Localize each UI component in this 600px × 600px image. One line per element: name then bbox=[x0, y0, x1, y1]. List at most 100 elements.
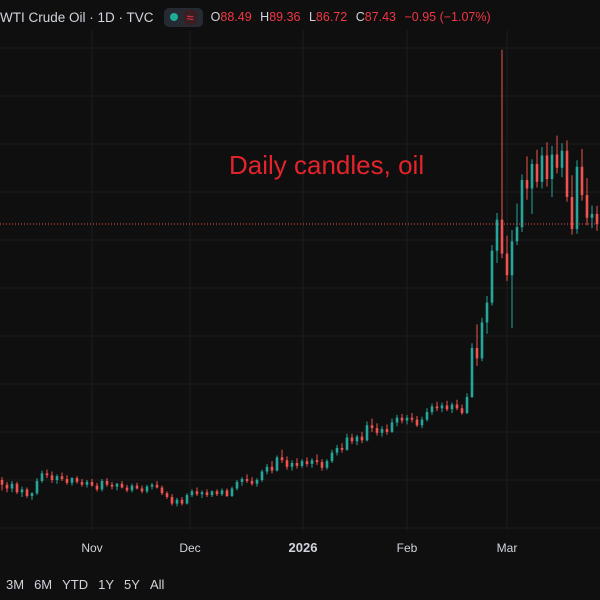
range-button-1y[interactable]: 1Y bbox=[98, 576, 115, 592]
candle[interactable] bbox=[180, 496, 184, 506]
candle[interactable] bbox=[95, 482, 99, 492]
candle[interactable] bbox=[340, 443, 344, 453]
candle[interactable] bbox=[70, 477, 74, 486]
symbol-title[interactable]: WTI Crude Oil · 1D · TVC bbox=[0, 9, 154, 25]
candle[interactable] bbox=[525, 156, 529, 200]
candle[interactable] bbox=[120, 480, 124, 489]
candle[interactable] bbox=[315, 454, 319, 465]
candle[interactable] bbox=[540, 146, 544, 189]
candle[interactable] bbox=[165, 491, 169, 499]
candle[interactable] bbox=[90, 479, 94, 487]
candle[interactable] bbox=[385, 424, 389, 435]
candle[interactable] bbox=[160, 485, 164, 496]
candle[interactable] bbox=[535, 149, 539, 188]
candle[interactable] bbox=[230, 486, 234, 497]
candle[interactable] bbox=[335, 445, 339, 456]
candle[interactable] bbox=[295, 458, 299, 469]
candle[interactable] bbox=[145, 484, 149, 494]
candle[interactable] bbox=[240, 477, 244, 486]
candle[interactable] bbox=[140, 485, 144, 494]
candle[interactable] bbox=[445, 400, 449, 412]
range-button-6m[interactable]: 6M bbox=[34, 576, 53, 592]
candle[interactable] bbox=[570, 175, 574, 235]
candle[interactable] bbox=[175, 497, 179, 507]
candle[interactable] bbox=[85, 480, 89, 488]
candle[interactable] bbox=[190, 489, 194, 497]
candle[interactable] bbox=[265, 463, 269, 475]
chart-annotation-text[interactable]: Daily candles, oil bbox=[229, 150, 425, 180]
candle[interactable] bbox=[475, 324, 479, 366]
candle[interactable] bbox=[250, 477, 254, 486]
candle[interactable] bbox=[105, 478, 109, 487]
candle[interactable] bbox=[550, 146, 554, 197]
candle[interactable] bbox=[185, 493, 189, 505]
candle[interactable] bbox=[350, 433, 354, 445]
candle[interactable] bbox=[215, 489, 219, 497]
candle[interactable] bbox=[425, 408, 429, 422]
range-button-all[interactable]: All bbox=[149, 576, 165, 592]
candle[interactable] bbox=[130, 483, 134, 493]
candle[interactable] bbox=[355, 434, 359, 446]
candle[interactable] bbox=[125, 484, 129, 493]
candle[interactable] bbox=[280, 449, 284, 464]
candle[interactable] bbox=[150, 482, 154, 490]
candle[interactable] bbox=[10, 480, 14, 493]
candle[interactable] bbox=[110, 481, 114, 490]
candle[interactable] bbox=[375, 423, 379, 436]
candle[interactable] bbox=[55, 474, 59, 484]
candle[interactable] bbox=[480, 317, 484, 362]
candle[interactable] bbox=[285, 456, 289, 470]
candle[interactable] bbox=[255, 478, 259, 487]
candle[interactable] bbox=[65, 475, 69, 485]
candle[interactable] bbox=[205, 489, 209, 497]
candle[interactable] bbox=[320, 459, 324, 471]
candle[interactable] bbox=[5, 481, 9, 493]
candle[interactable] bbox=[430, 403, 434, 415]
candle[interactable] bbox=[485, 296, 489, 334]
candle[interactable] bbox=[35, 478, 39, 496]
candle[interactable] bbox=[345, 433, 349, 451]
candle[interactable] bbox=[465, 393, 469, 414]
candle[interactable] bbox=[155, 480, 159, 489]
candle[interactable] bbox=[400, 413, 404, 424]
candle[interactable] bbox=[300, 459, 304, 468]
candle[interactable] bbox=[440, 402, 444, 413]
candle[interactable] bbox=[420, 416, 424, 429]
candle[interactable] bbox=[210, 490, 214, 497]
candle[interactable] bbox=[580, 148, 584, 201]
candle[interactable] bbox=[305, 457, 309, 467]
candle[interactable] bbox=[75, 476, 79, 484]
candle[interactable] bbox=[195, 487, 199, 497]
candle[interactable] bbox=[565, 140, 569, 202]
candle[interactable] bbox=[435, 401, 439, 412]
market-status-pill[interactable]: ≈ bbox=[163, 7, 203, 27]
candle[interactable] bbox=[505, 235, 509, 281]
candle[interactable] bbox=[20, 486, 24, 497]
candle[interactable] bbox=[360, 431, 364, 444]
candle[interactable] bbox=[290, 460, 294, 471]
candle[interactable] bbox=[365, 421, 369, 442]
candle[interactable] bbox=[495, 213, 499, 264]
candle[interactable] bbox=[510, 230, 514, 329]
candle[interactable] bbox=[260, 469, 264, 482]
candle[interactable] bbox=[520, 174, 524, 232]
candle[interactable] bbox=[310, 458, 314, 468]
candle[interactable] bbox=[40, 470, 44, 483]
candle[interactable] bbox=[395, 414, 399, 427]
candle[interactable] bbox=[530, 159, 534, 214]
candle[interactable] bbox=[555, 135, 559, 174]
candle[interactable] bbox=[170, 494, 174, 506]
candle[interactable] bbox=[450, 402, 454, 414]
candle[interactable] bbox=[560, 143, 564, 178]
candle[interactable] bbox=[80, 479, 84, 487]
candle[interactable] bbox=[15, 481, 19, 495]
candle[interactable] bbox=[245, 474, 249, 483]
candle[interactable] bbox=[410, 413, 414, 423]
candle[interactable] bbox=[415, 415, 419, 428]
candle[interactable] bbox=[30, 492, 34, 500]
candle[interactable] bbox=[270, 461, 274, 474]
candle[interactable] bbox=[390, 418, 394, 433]
candle[interactable] bbox=[405, 414, 409, 425]
candle[interactable] bbox=[100, 479, 104, 492]
